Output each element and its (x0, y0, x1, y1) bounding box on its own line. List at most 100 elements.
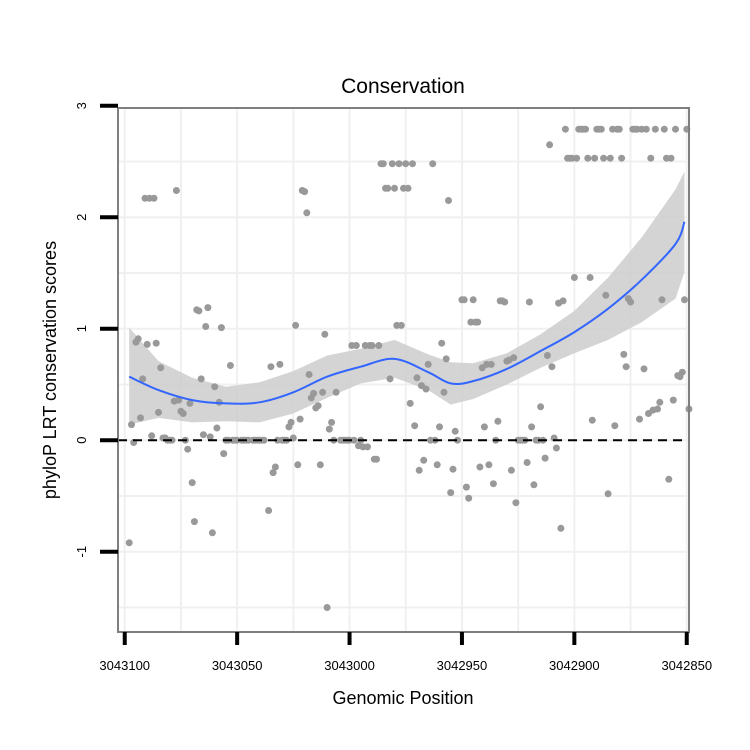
data-point (462, 483, 470, 491)
data-point (451, 427, 459, 435)
data-point (570, 274, 578, 281)
data-point (204, 304, 212, 312)
data-point (310, 389, 318, 397)
data-point (384, 184, 392, 192)
y-tick-label: 1 (74, 325, 89, 332)
data-point (510, 354, 518, 362)
data-point (269, 469, 277, 477)
data-point (548, 363, 556, 371)
data-point (494, 417, 502, 425)
data-point (424, 360, 432, 368)
data-point (265, 507, 273, 514)
data-point (447, 489, 455, 497)
data-point (415, 466, 423, 474)
data-point (487, 360, 495, 368)
data-point (220, 450, 228, 458)
data-point (137, 414, 144, 422)
data-point (489, 480, 497, 488)
data-point (157, 364, 165, 372)
data-point (440, 388, 448, 396)
data-point (303, 209, 311, 217)
data-point (314, 402, 322, 410)
data-point (480, 423, 488, 431)
data-point (678, 368, 686, 376)
data-point (454, 436, 461, 444)
data-point (148, 432, 156, 440)
data-point (597, 125, 605, 133)
data-point (208, 529, 216, 537)
data-point (611, 422, 619, 430)
data-point (395, 160, 403, 168)
data-point (226, 362, 234, 369)
data-point (642, 125, 650, 133)
data-point (325, 425, 333, 433)
data-point (654, 405, 661, 413)
data-point (656, 398, 664, 406)
data-point (433, 461, 441, 469)
data-point (134, 335, 142, 343)
y-tick-label: 3 (74, 102, 89, 109)
data-point (276, 360, 284, 368)
data-point (332, 388, 340, 396)
data-point (409, 160, 416, 168)
data-point (476, 463, 484, 471)
data-point (172, 187, 180, 194)
data-point (530, 481, 538, 489)
y-tick-label: -1 (74, 546, 89, 558)
data-point (352, 342, 360, 349)
data-point (602, 291, 610, 299)
data-point (125, 539, 133, 547)
data-point (211, 383, 219, 391)
data-point (375, 342, 383, 349)
data-point (669, 396, 677, 404)
data-point (573, 154, 581, 162)
data-point (665, 475, 673, 483)
x-tick-label: 3043100 (99, 658, 150, 673)
data-point (406, 399, 414, 407)
data-point (195, 307, 203, 315)
data-point (651, 125, 659, 133)
x-axis: 3043100 3043050 3043000 3042950 3042900 30428… (99, 632, 712, 673)
data-point (541, 454, 549, 462)
data-point (658, 296, 666, 304)
data-point (523, 459, 531, 466)
x-tick-label: 3042850 (661, 658, 712, 673)
data-point (316, 461, 324, 469)
data-point (139, 375, 147, 383)
x-tick-label: 3043050 (212, 658, 263, 673)
data-point (294, 461, 302, 469)
data-point (402, 160, 410, 168)
data-point (436, 423, 443, 431)
data-point (647, 154, 655, 162)
data-point (321, 330, 329, 338)
smooth-trend-line (128, 221, 686, 405)
data-point (438, 339, 446, 347)
data-point (559, 297, 567, 305)
data-point (465, 494, 473, 502)
data-point (296, 415, 304, 423)
data-point (206, 433, 214, 441)
data-point (143, 340, 151, 348)
data-point (449, 465, 457, 473)
data-point (474, 318, 482, 326)
data-point (422, 385, 430, 393)
data-point (512, 499, 520, 507)
data-point (606, 154, 614, 162)
data-point (582, 125, 590, 133)
data-point (323, 604, 331, 611)
data-point (660, 125, 668, 133)
data-point (368, 342, 376, 349)
x-axis-label: Genomic Position (332, 688, 473, 708)
data-point (537, 403, 545, 411)
data-point (350, 436, 358, 444)
data-point (636, 415, 643, 423)
data-point (445, 197, 452, 204)
data-point (391, 184, 398, 192)
data-point (485, 461, 493, 469)
data-point (292, 321, 300, 329)
data-point (600, 154, 608, 162)
data-point (388, 160, 396, 168)
data-point (627, 298, 635, 306)
y-tick-label: 2 (74, 214, 89, 221)
data-point (152, 339, 160, 347)
